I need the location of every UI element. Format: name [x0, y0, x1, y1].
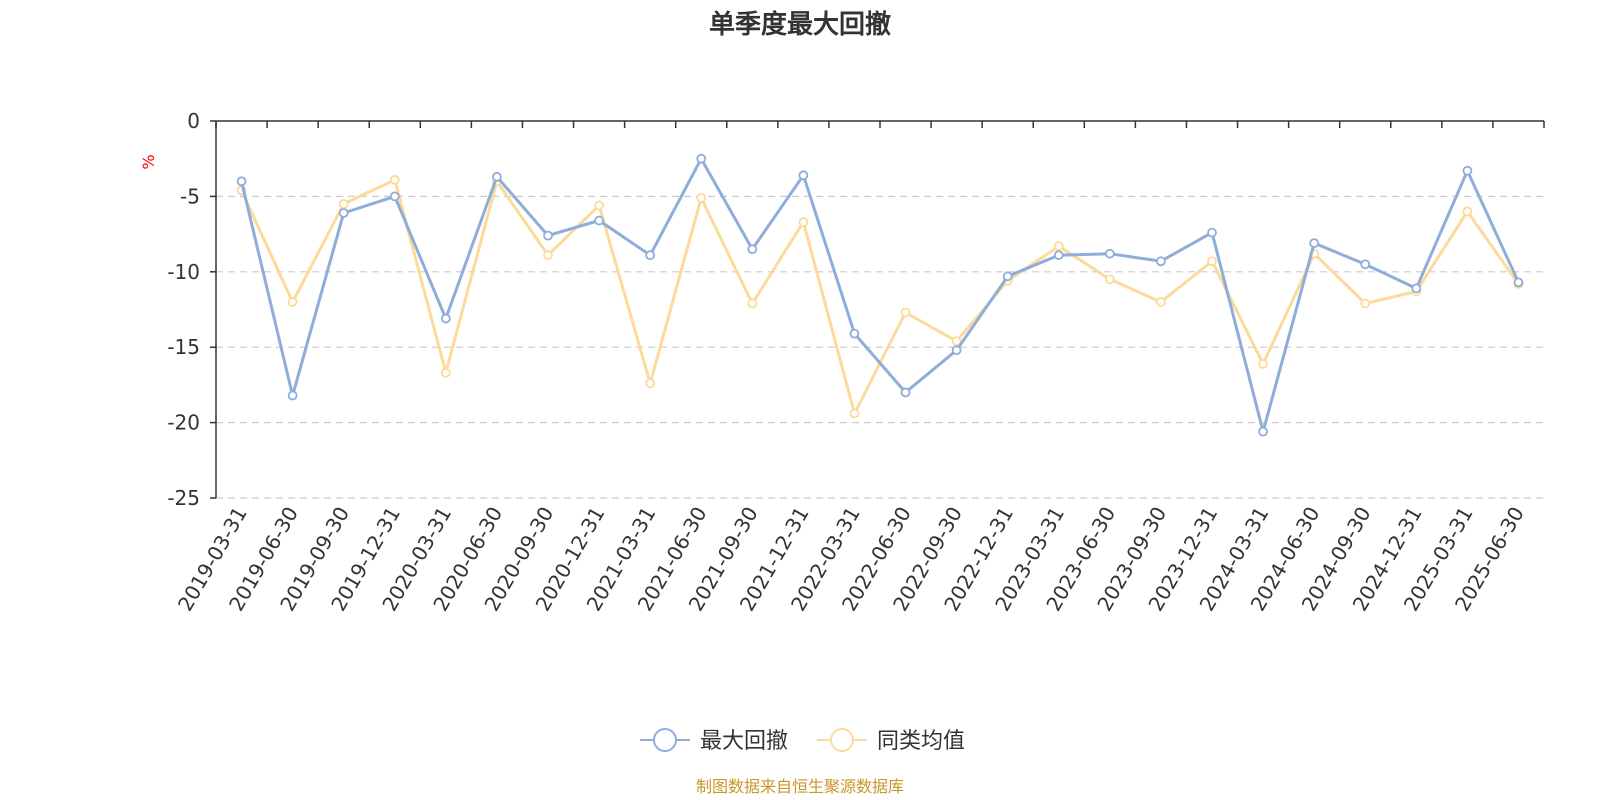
legend-label: 最大回撤 — [700, 729, 788, 754]
data-point[interactable] — [1462, 206, 1473, 217]
data-point[interactable] — [543, 230, 553, 241]
data-point[interactable] — [1258, 426, 1268, 437]
y-axis-unit: % — [139, 154, 158, 169]
data-point[interactable] — [951, 336, 962, 347]
data-point[interactable] — [798, 217, 809, 227]
series-line — [240, 157, 1520, 434]
series-layer — [236, 153, 1524, 437]
data-point[interactable] — [951, 345, 962, 356]
data-point[interactable] — [747, 244, 758, 255]
y-tick-label: 0 — [187, 109, 200, 133]
y-tick-label: -20 — [167, 411, 200, 435]
source-note: 制图数据来自恒生聚源数据库 — [696, 777, 904, 796]
y-tick-label: -10 — [167, 260, 200, 284]
legend-label: 同类均值 — [877, 729, 965, 754]
data-point[interactable] — [594, 200, 604, 211]
data-point[interactable] — [287, 297, 298, 307]
data-point[interactable] — [492, 171, 502, 182]
data-point[interactable] — [338, 208, 349, 218]
data-point[interactable] — [645, 250, 656, 261]
series-peer-average — [236, 174, 1524, 419]
data-point[interactable] — [645, 378, 656, 389]
data-point[interactable] — [1104, 248, 1115, 259]
legend[interactable]: 最大回撤 同类均值 — [640, 728, 965, 754]
data-point[interactable] — [236, 176, 247, 187]
legend-marker — [830, 728, 854, 752]
data-point[interactable] — [440, 367, 451, 378]
data-point[interactable] — [338, 199, 349, 209]
data-point[interactable] — [1104, 274, 1115, 285]
data-point[interactable] — [900, 307, 911, 318]
data-point[interactable] — [1207, 227, 1217, 238]
data-point[interactable] — [747, 298, 758, 309]
data-point[interactable] — [1156, 297, 1166, 307]
legend-marker — [653, 728, 677, 752]
data-point[interactable] — [1462, 165, 1473, 176]
data-point[interactable] — [1156, 256, 1166, 267]
data-point[interactable] — [1207, 256, 1217, 267]
y-tick-label: -5 — [180, 184, 200, 208]
data-point[interactable] — [1309, 238, 1320, 249]
data-point[interactable] — [1360, 259, 1371, 270]
data-point[interactable] — [389, 191, 400, 202]
data-point[interactable] — [1053, 241, 1064, 252]
data-point[interactable] — [389, 174, 400, 185]
legend-item-peer-average[interactable]: 同类均值 — [817, 728, 965, 754]
data-point[interactable] — [849, 328, 860, 339]
data-point[interactable] — [440, 313, 451, 324]
y-tick-label: -25 — [167, 486, 200, 510]
data-point[interactable] — [1002, 271, 1013, 282]
data-point[interactable] — [849, 408, 860, 419]
axes: 0-5-10-15-20-252019-03-312019-06-302019-… — [167, 109, 1545, 615]
y-tick-label: -15 — [167, 335, 200, 359]
data-point[interactable] — [287, 390, 298, 401]
data-point[interactable] — [1053, 250, 1064, 261]
data-point[interactable] — [1513, 277, 1524, 288]
series-line — [240, 178, 1520, 416]
data-point[interactable] — [543, 250, 553, 261]
data-point[interactable] — [1360, 298, 1371, 309]
data-point[interactable] — [594, 215, 604, 226]
legend-item-max-drawdown[interactable]: 最大回撤 — [640, 728, 788, 754]
data-point[interactable] — [696, 153, 707, 164]
data-point[interactable] — [798, 170, 809, 181]
data-point[interactable] — [696, 193, 707, 203]
data-point[interactable] — [1258, 358, 1268, 369]
data-point[interactable] — [1411, 283, 1422, 294]
chart-title: 单季度最大回撤 — [709, 9, 891, 40]
data-point[interactable] — [900, 387, 911, 398]
grid-lines — [216, 195, 1544, 499]
series-max-drawdown — [236, 153, 1524, 437]
